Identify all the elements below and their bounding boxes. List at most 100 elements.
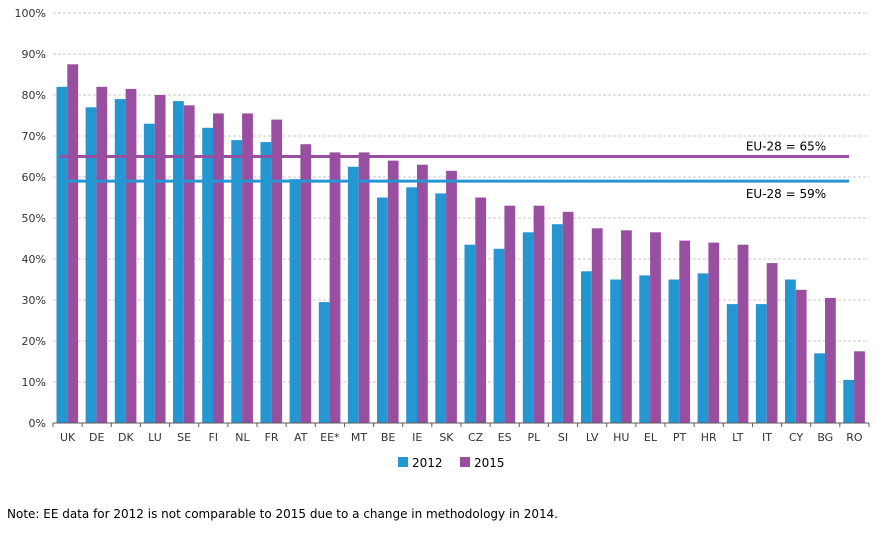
bar-2015-MT <box>358 152 370 423</box>
bar-2012-LU <box>143 123 155 423</box>
y-tick-label: 70% <box>22 130 46 143</box>
bar-2015-PT <box>679 240 691 423</box>
y-tick-label: 100% <box>15 7 46 20</box>
y-tick-label: 30% <box>22 294 46 307</box>
bar-2015-BE <box>387 160 399 423</box>
y-tick-label: 50% <box>22 212 46 225</box>
y-tick-label: 10% <box>22 376 46 389</box>
bar-2015-SE <box>183 105 195 424</box>
reference-line-label-59: EU-28 = 59% <box>746 187 826 201</box>
x-category-label: CY <box>789 431 803 444</box>
bar-2015-SK <box>446 170 457 423</box>
y-tick-label: 90% <box>22 48 46 61</box>
bar-2012-BG <box>814 353 825 423</box>
bar-2015-LT <box>737 244 749 423</box>
legend-swatch-2012 <box>398 457 408 467</box>
bar-2015-EL <box>650 232 661 423</box>
bar-2015-DK <box>125 88 137 424</box>
bar-2012-PT <box>668 279 680 423</box>
bar-2012-HU <box>610 279 621 423</box>
reference-line-label-65: EU-28 = 65% <box>746 140 826 154</box>
bar-2012-EE* <box>318 302 330 423</box>
x-category-label: DK <box>118 431 134 444</box>
bar-2015-NL <box>242 113 253 424</box>
bar-2012-HR <box>697 273 709 423</box>
legend-swatch-2015 <box>460 457 470 467</box>
x-category-label: BG <box>817 431 833 444</box>
bar-2015-FR <box>271 119 283 423</box>
bar-2012-CY <box>785 279 796 423</box>
bar-2012-SK <box>435 193 447 423</box>
x-category-label: SI <box>558 431 568 444</box>
bar-2015-HR <box>708 242 720 423</box>
x-category-label: DE <box>89 431 104 444</box>
x-category-label: MT <box>351 431 367 444</box>
bar-2015-CY <box>795 289 807 424</box>
bar-2015-SI <box>562 211 574 423</box>
bar-2015-BG <box>825 297 836 423</box>
x-category-label: IE <box>412 431 422 444</box>
bar-2012-UK <box>56 86 68 424</box>
bar-2015-LU <box>154 95 166 423</box>
bar-2012-IT <box>755 304 767 423</box>
y-tick-label: 20% <box>22 335 46 348</box>
x-category-label: LV <box>586 431 599 444</box>
x-category-label: NL <box>235 431 250 444</box>
bar-2015-EE* <box>329 152 341 423</box>
x-category-label: EE* <box>320 431 340 444</box>
bar-2012-PL <box>522 232 534 423</box>
bar-2012-LV <box>581 271 592 423</box>
bar-2015-ES <box>504 205 516 423</box>
x-category-label: IT <box>762 431 772 444</box>
bar-2015-IT <box>766 263 778 423</box>
bar-2012-EL <box>639 275 651 423</box>
legend-label-2012: 2012 <box>412 456 443 470</box>
x-category-label: ES <box>498 431 512 444</box>
x-category-label: RO <box>846 431 863 444</box>
bar-2012-BE <box>377 197 388 423</box>
x-category-label: LT <box>732 431 744 444</box>
y-tick-label: 80% <box>22 89 46 102</box>
bar-2012-SI <box>551 224 563 423</box>
bar-2015-IE <box>417 164 428 423</box>
y-tick-label: 40% <box>22 253 46 266</box>
bar-2012-RO <box>843 379 855 423</box>
x-category-label: SK <box>439 431 454 444</box>
x-category-label: PT <box>673 431 687 444</box>
bar-2015-FI <box>213 113 224 424</box>
bar-2012-IE <box>406 187 417 423</box>
bar-2012-SE <box>173 101 184 423</box>
x-category-label: LU <box>148 431 162 444</box>
x-category-label: UK <box>60 431 76 444</box>
bar-2012-AT <box>289 179 301 423</box>
bar-2012-FI <box>202 127 213 424</box>
bar-2015-PL <box>533 205 545 423</box>
x-category-label: AT <box>294 431 308 444</box>
bar-2015-DE <box>96 86 108 424</box>
bar-2012-MT <box>347 166 359 424</box>
chart-canvas: 0% 10% 20% 30% 40% 50% 60% 70% 80% 90% 100% UK DE DK L… <box>15 7 870 470</box>
x-category-label: FI <box>208 431 218 444</box>
bar-2012-DK <box>114 99 126 423</box>
bar-2012-NL <box>231 140 243 423</box>
x-category-label: FR <box>265 431 279 444</box>
y-tick-label: 0% <box>29 417 46 430</box>
bar-2015-RO <box>854 351 865 424</box>
x-category-label: BE <box>381 431 396 444</box>
x-category-label: PL <box>527 431 541 444</box>
x-category-label: HR <box>701 431 717 444</box>
x-category-label: HU <box>613 431 629 444</box>
bar-2012-ES <box>493 248 505 424</box>
chart-note: Note: EE data for 2012 is not comparable… <box>7 507 559 521</box>
bar-2012-DE <box>85 107 97 424</box>
bar-chart: 0% 10% 20% 30% 40% 50% 60% 70% 80% 90% 100% UK DE DK L… <box>15 7 870 470</box>
bar-2012-CZ <box>464 244 476 423</box>
x-category-label: SE <box>177 431 191 444</box>
x-category-label: EL <box>644 431 658 444</box>
x-category-label: CZ <box>468 431 484 444</box>
bar-2015-AT <box>300 144 312 423</box>
bar-2012-FR <box>260 142 272 423</box>
legend-label-2015: 2015 <box>474 456 505 470</box>
bar-2012-LT <box>726 304 738 423</box>
y-tick-label: 60% <box>22 171 46 184</box>
